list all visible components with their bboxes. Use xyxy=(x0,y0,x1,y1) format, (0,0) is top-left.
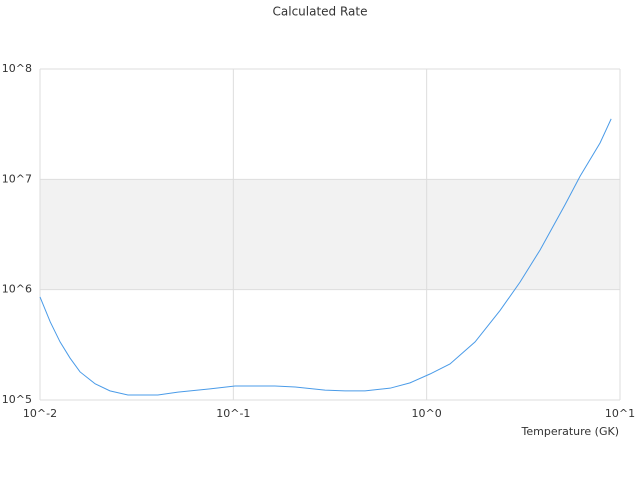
grid-band xyxy=(40,179,620,290)
line xyxy=(39,118,612,396)
x-axis-label: Temperature (GK) xyxy=(521,425,620,438)
x-tick-label: 10^-2 xyxy=(23,407,57,420)
chart-title: Calculated Rate xyxy=(273,5,368,19)
x-tick-label: 10^-1 xyxy=(216,407,250,420)
x-tick-label: 10^0 xyxy=(412,407,442,420)
y-tick-label: 10^7 xyxy=(2,172,32,185)
y-tick-label: 10^5 xyxy=(2,393,32,406)
y-tick-label: 10^6 xyxy=(2,283,32,296)
x-tick-label: 10^1 xyxy=(605,407,635,420)
y-tick-label: 10^8 xyxy=(2,62,32,75)
